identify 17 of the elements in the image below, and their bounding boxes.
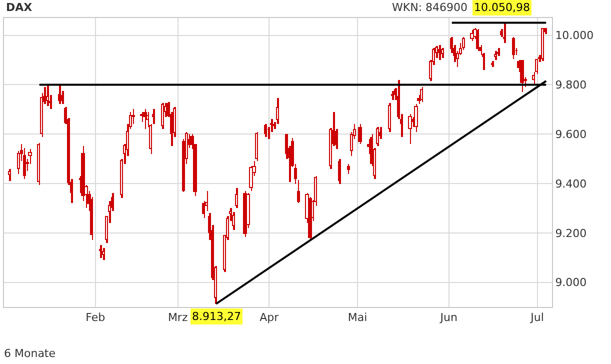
y-tick-label: 9.600 <box>555 128 587 141</box>
y-tick-label: 9.800 <box>555 78 587 92</box>
text: 8.913,27 <box>192 310 241 323</box>
text: WKN: 846900 <box>392 1 468 14</box>
x-tick-label: Apr <box>260 311 280 324</box>
x-tick-label: Jul <box>530 311 544 324</box>
text: 10.050,98 <box>474 1 530 14</box>
y-tick-label: 9.400 <box>555 177 587 190</box>
x-tick-label: Mrz <box>168 311 188 324</box>
text: 6 Monate <box>4 347 56 360</box>
x-tick-label: Feb <box>86 311 106 324</box>
x-tick-label: Jun <box>439 311 458 324</box>
y-tick-label: 9.000 <box>555 276 587 290</box>
x-tick-label: Mai <box>348 311 368 324</box>
chart-title: DAX <box>6 1 33 14</box>
y-tick-label: 10.000 <box>555 29 594 42</box>
y-tick-label: 9.200 <box>555 226 587 240</box>
